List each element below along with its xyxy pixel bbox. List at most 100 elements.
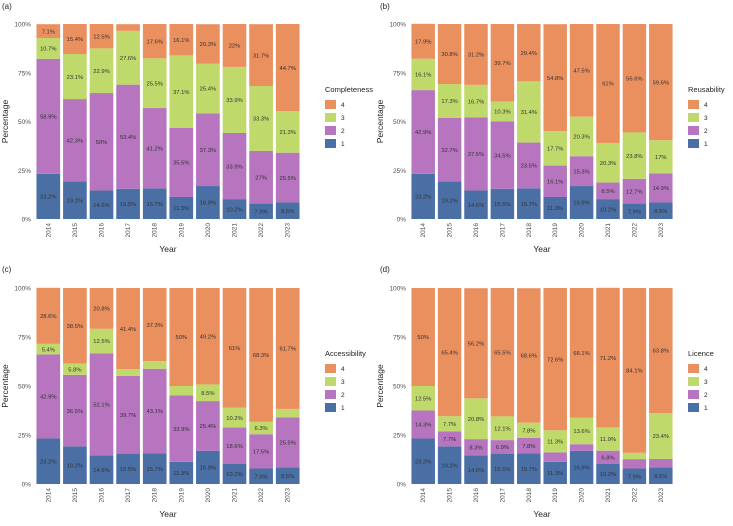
bar-segment-3 bbox=[36, 343, 61, 355]
bar-segment-4 bbox=[142, 288, 167, 362]
bar-segment-2 bbox=[169, 127, 194, 197]
data-label: 12.7% bbox=[626, 189, 642, 195]
data-label: 37.5% bbox=[468, 152, 484, 158]
y-tick-label: 100% bbox=[14, 22, 31, 29]
data-label: 17.7% bbox=[547, 147, 563, 153]
bar-segment-4 bbox=[63, 24, 87, 55]
data-label: 14.6% bbox=[93, 468, 109, 474]
bar-segment-4 bbox=[622, 24, 647, 133]
bar-segment-2 bbox=[464, 117, 488, 191]
data-label: 63.8% bbox=[653, 349, 669, 355]
data-label: 7.9% bbox=[628, 474, 641, 480]
y-axis-title: Percentage bbox=[375, 99, 385, 143]
data-label: 33.9% bbox=[226, 98, 242, 104]
legend-swatch-2 bbox=[688, 390, 699, 399]
data-label: 12.5% bbox=[415, 396, 431, 402]
bar-segment-1 bbox=[596, 199, 620, 219]
data-label: 16.9% bbox=[573, 201, 589, 207]
data-label: 15.5% bbox=[120, 202, 136, 208]
x-tick-label: 2016 bbox=[473, 488, 480, 503]
legend-swatch-3 bbox=[688, 377, 699, 386]
x-tick-label: 2020 bbox=[579, 223, 586, 238]
data-label: 61% bbox=[602, 82, 614, 88]
legend-title: Completeness bbox=[325, 85, 373, 94]
bar-segment-2 bbox=[437, 117, 462, 182]
bar-segment-3 bbox=[411, 58, 435, 91]
legend-swatch-1 bbox=[325, 139, 336, 148]
bar-segment-2 bbox=[649, 458, 673, 468]
bar-segment-1 bbox=[649, 202, 673, 219]
bar-segment-3 bbox=[89, 48, 114, 94]
x-tick-label: 2019 bbox=[178, 223, 185, 238]
data-label: 15.7% bbox=[521, 467, 537, 473]
bar-segment-4 bbox=[89, 288, 114, 329]
data-label: 34.5% bbox=[494, 153, 510, 159]
y-tick-label: 25% bbox=[393, 168, 406, 175]
panel-label: (b) bbox=[380, 2, 390, 11]
y-tick-label: 25% bbox=[393, 433, 406, 440]
data-label: 33.9% bbox=[226, 164, 242, 170]
data-label: 44.7% bbox=[279, 66, 295, 72]
y-tick-label: 25% bbox=[18, 168, 31, 175]
x-tick-label: 2023 bbox=[658, 223, 665, 238]
data-label: 10.7% bbox=[40, 47, 56, 53]
data-label: 7.9% bbox=[254, 474, 267, 480]
data-label: 68.3% bbox=[253, 353, 269, 359]
legend-label: 1 bbox=[704, 405, 708, 412]
x-tick-label: 2019 bbox=[552, 488, 559, 503]
data-label: 37.1% bbox=[173, 90, 189, 96]
bar-segment-2 bbox=[569, 444, 594, 451]
legend-swatch-3 bbox=[688, 113, 699, 122]
data-label: 53.4% bbox=[120, 135, 136, 141]
data-label: 5.8% bbox=[68, 367, 81, 373]
data-label: 8.3% bbox=[469, 445, 482, 451]
panel-4: (d)0%25%50%75%100%Percentage23.2%14.3%12… bbox=[375, 265, 714, 519]
data-label: 41.4% bbox=[120, 327, 136, 333]
bar-segment-4 bbox=[437, 288, 462, 417]
data-label: 11.3% bbox=[173, 471, 189, 477]
bar-segment-2 bbox=[622, 178, 647, 204]
bar-segment-4 bbox=[464, 24, 488, 85]
bar-segment-4 bbox=[622, 288, 647, 453]
bar-segment-1 bbox=[569, 450, 594, 484]
data-label: 72.6% bbox=[547, 357, 563, 363]
y-tick-label: 0% bbox=[397, 482, 407, 489]
bar-segment-3 bbox=[249, 86, 273, 151]
legend: Completeness 4 3 2 1 bbox=[325, 85, 373, 148]
bar-segment-4 bbox=[36, 24, 61, 39]
data-label: 11.3% bbox=[547, 206, 563, 212]
bar-segment-2 bbox=[411, 410, 435, 439]
x-tick-label: 2021 bbox=[232, 488, 239, 503]
legend-label: 4 bbox=[341, 366, 345, 373]
data-label: 14.3% bbox=[415, 423, 431, 429]
legend-label: 2 bbox=[341, 128, 345, 135]
data-label: 16.7% bbox=[468, 99, 484, 105]
legend-swatch-1 bbox=[688, 403, 699, 412]
bar-segment-3 bbox=[596, 427, 620, 451]
data-label: 17.5% bbox=[253, 450, 269, 456]
legend-label: 2 bbox=[704, 128, 708, 135]
bar-segment-2 bbox=[543, 165, 567, 197]
bar-segment-4 bbox=[222, 288, 247, 408]
bar-segment-4 bbox=[411, 288, 435, 386]
bar-segment-1 bbox=[411, 438, 435, 484]
data-label: 6.3% bbox=[254, 426, 267, 432]
data-label: 31.7% bbox=[253, 53, 269, 59]
y-axis-title: Percentage bbox=[0, 364, 10, 408]
x-tick-label: 2015 bbox=[447, 223, 454, 238]
data-label: 14.6% bbox=[468, 203, 484, 209]
bar-segment-3 bbox=[569, 417, 594, 445]
bar-segment-1 bbox=[63, 446, 87, 484]
data-label: 23.2% bbox=[415, 195, 431, 201]
data-label: 10.2% bbox=[226, 207, 242, 213]
x-tick-label: 2015 bbox=[72, 488, 79, 503]
data-label: 52.1% bbox=[93, 403, 109, 409]
x-tick-label: 2020 bbox=[205, 488, 212, 503]
bar-segment-1 bbox=[196, 450, 220, 484]
data-label: 41.2% bbox=[146, 146, 162, 152]
x-tick-label: 2022 bbox=[258, 223, 265, 238]
bar-segment-2 bbox=[89, 353, 114, 456]
bar-segment-3 bbox=[649, 140, 673, 174]
data-label: 37.3% bbox=[146, 323, 162, 329]
